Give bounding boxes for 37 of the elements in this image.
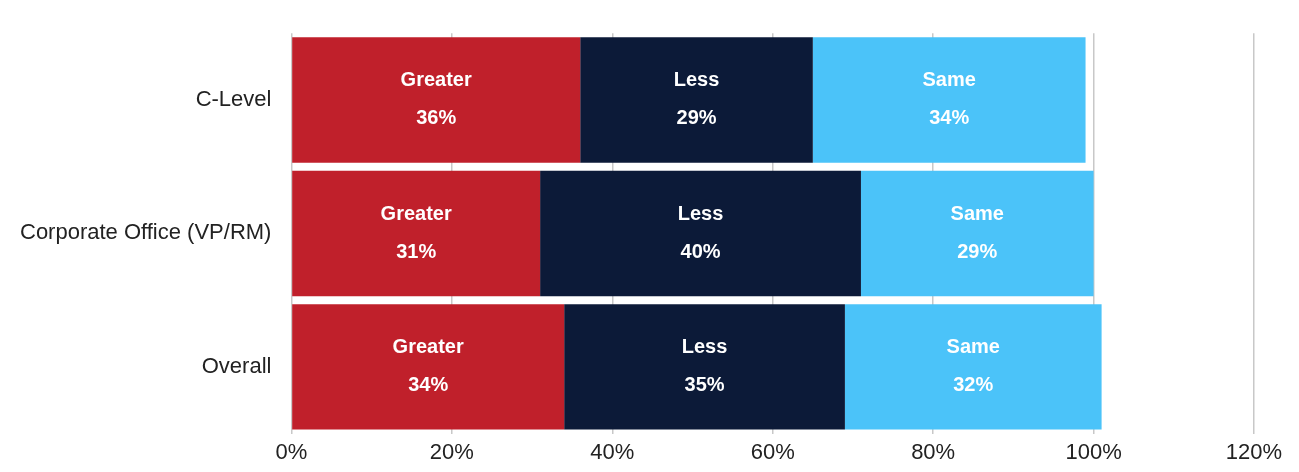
text: Same xyxy=(922,68,976,91)
data-label: 35% xyxy=(684,373,725,396)
series-label: Same xyxy=(946,335,1000,358)
bar xyxy=(292,304,565,430)
text: Less xyxy=(673,68,720,91)
bar xyxy=(860,170,1094,297)
data-label: 29% xyxy=(676,106,717,129)
text: Greater xyxy=(400,68,472,91)
bar xyxy=(292,170,541,297)
x-tick-label: 40% xyxy=(590,438,635,464)
bar xyxy=(812,37,1086,163)
y-tick-label: Corporate Office (VP/RM) xyxy=(19,219,272,245)
data-label: 34% xyxy=(408,373,449,396)
bar xyxy=(564,304,845,430)
bar xyxy=(844,304,1102,430)
data-label: 32% xyxy=(953,373,994,396)
y-tick-label: C-Level xyxy=(195,86,272,111)
x-tick-label: 0% xyxy=(275,438,308,464)
x-tick-label: 80% xyxy=(911,438,956,464)
text: Less xyxy=(677,201,724,224)
data-label: 29% xyxy=(957,239,998,262)
x-tick-label: 60% xyxy=(750,438,795,464)
bar xyxy=(580,37,813,163)
data-label: 34% xyxy=(929,106,970,129)
data-label: 40% xyxy=(680,239,721,262)
x-tick-label: 20% xyxy=(429,438,474,464)
x-tick-label: 120% xyxy=(1225,438,1283,464)
bar xyxy=(540,170,861,297)
data-label: 31% xyxy=(396,239,437,262)
text: Same xyxy=(950,201,1004,224)
series-label: Less xyxy=(681,335,728,358)
bar xyxy=(292,37,581,163)
data-label: 36% xyxy=(416,106,457,129)
x-tick-label: 100% xyxy=(1065,438,1122,464)
text: Greater xyxy=(380,201,452,224)
series-label: Greater xyxy=(392,335,464,358)
y-tick-label: Overall xyxy=(201,352,272,378)
